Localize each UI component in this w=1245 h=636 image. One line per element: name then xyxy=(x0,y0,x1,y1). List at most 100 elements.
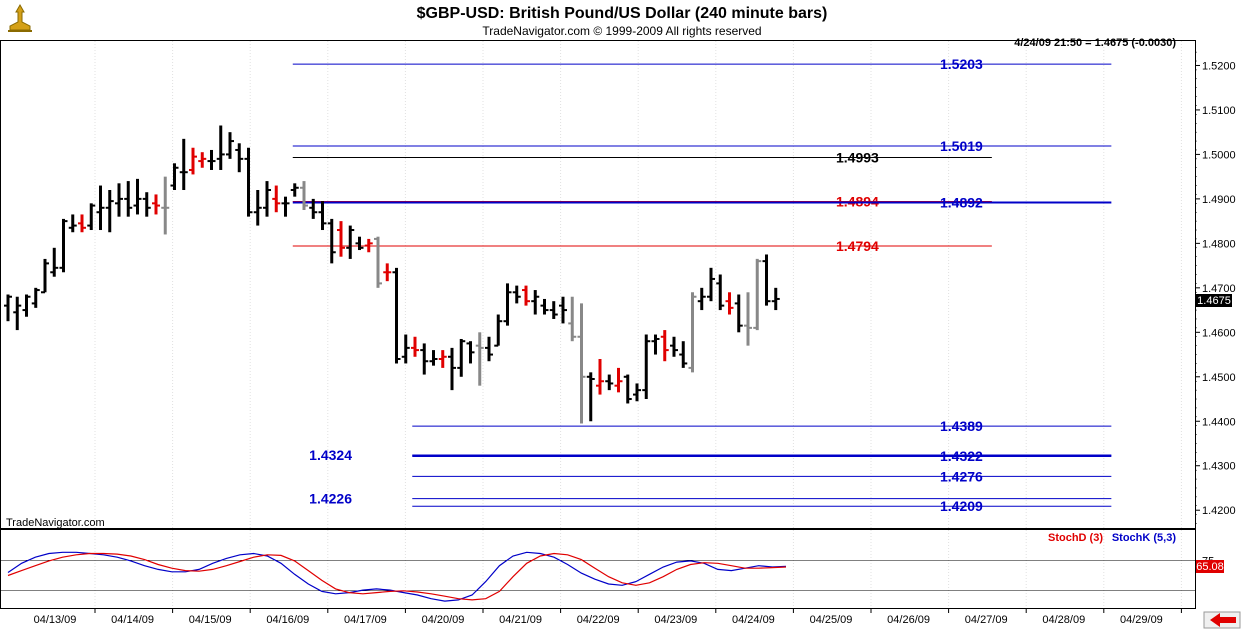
ohlc-bar xyxy=(105,189,114,233)
ohlc-bar xyxy=(152,194,160,215)
ohlc-bar xyxy=(364,238,373,253)
ohlc-bar xyxy=(707,267,715,302)
stoch-value-box xyxy=(1196,560,1224,573)
ohlc-bar xyxy=(568,296,577,342)
ohlc-bar xyxy=(771,287,780,311)
ohlc-bar xyxy=(327,218,336,264)
ohlc-bar xyxy=(198,152,207,168)
ohlc-bar xyxy=(623,374,632,404)
date-tick-label: 04/21/09 xyxy=(499,614,542,626)
ohlc-bar xyxy=(235,143,244,173)
ohlc-bar xyxy=(290,183,299,197)
ohlc-bar xyxy=(716,274,725,311)
date-tick-label: 04/24/09 xyxy=(732,614,775,626)
date-tick-label: 04/20/09 xyxy=(422,614,465,626)
quote-readout: 4/24/09 21:50 = 1.4675 (-0.0030) xyxy=(1014,37,1176,49)
ohlc-bar xyxy=(512,285,521,304)
ohlc-bar xyxy=(78,214,86,233)
stochd-line xyxy=(7,552,787,601)
price-tick-label: 1.4300 xyxy=(1202,461,1236,473)
ohlc-bar xyxy=(253,189,262,226)
ohlc-bar xyxy=(31,287,40,308)
ohlc-bar xyxy=(549,301,558,319)
ohlc-bar xyxy=(59,218,68,273)
level-label: 1.4892 xyxy=(940,194,983,210)
ohlc-bar xyxy=(540,298,549,315)
level-label: 1.4209 xyxy=(940,498,983,514)
ohlc-bar xyxy=(115,183,123,217)
price-tick-label: 1.4700 xyxy=(1202,283,1236,295)
ohlc-bar xyxy=(438,350,447,368)
level-label: 1.4226 xyxy=(309,491,352,507)
date-tick-label: 04/25/09 xyxy=(810,614,853,626)
ohlc-bar xyxy=(41,258,49,294)
level-label: 1.4322 xyxy=(940,448,983,464)
date-tick-label: 04/14/09 xyxy=(111,614,154,626)
ohlc-bar xyxy=(420,343,429,375)
date-tick-label: 04/29/09 xyxy=(1120,614,1163,626)
stoch-panel-frame xyxy=(0,529,1196,609)
ohlc-bar xyxy=(87,203,96,231)
ohlc-bar xyxy=(688,292,697,373)
stochastic-lines: 75 xyxy=(1,551,1214,602)
stoch-value-label: 65.08 xyxy=(1196,561,1224,573)
ohlc-bar xyxy=(744,292,752,346)
scroll-back-arrow-icon[interactable] xyxy=(1203,611,1241,629)
ohlc-bar xyxy=(142,192,151,217)
date-tick-label: 04/22/09 xyxy=(577,614,620,626)
ohlc-bar xyxy=(68,214,77,233)
price-tick-label: 1.4400 xyxy=(1202,416,1236,428)
ohlc-bar xyxy=(22,294,31,317)
ohlc-bar xyxy=(124,181,133,217)
ohlc-bar xyxy=(596,358,604,395)
ohlc-bar xyxy=(50,247,59,277)
ohlc-bar xyxy=(226,132,234,159)
ohlc-bar xyxy=(633,383,641,402)
ohlc-bar xyxy=(411,336,419,357)
ohlc-bar xyxy=(448,347,456,391)
date-tick-label: 04/27/09 xyxy=(965,614,1008,626)
price-panel-frame xyxy=(0,40,1196,529)
ohlc-bar xyxy=(475,332,484,386)
stochk-line xyxy=(7,551,787,602)
ohlc-bar xyxy=(263,181,271,217)
ohlc-bar xyxy=(374,236,382,288)
ohlc-bar xyxy=(300,181,308,211)
ohlc-bar xyxy=(762,254,771,306)
ohlc-bar xyxy=(207,149,216,170)
ohlc-bar xyxy=(346,225,355,259)
ohlc-bar xyxy=(401,334,410,364)
ohlc-bar xyxy=(133,178,142,215)
ohlc-bar xyxy=(281,196,290,217)
ohlc-bar xyxy=(651,334,660,355)
price-tick-label: 1.5000 xyxy=(1202,149,1236,161)
ohlc-bar xyxy=(503,283,512,326)
ohlc-bar xyxy=(605,374,614,391)
ohlc-bar xyxy=(392,267,401,364)
ohlc-bar xyxy=(244,147,253,217)
ohlc-bar xyxy=(13,296,22,331)
ohlc-bar xyxy=(318,201,327,231)
ohlc-bar xyxy=(4,294,12,322)
ohlc-bar xyxy=(466,341,475,364)
ohlc-bar xyxy=(559,296,567,324)
trade-navigator-logo-icon[interactable] xyxy=(2,2,38,36)
price-tick-label: 1.4200 xyxy=(1202,505,1236,517)
price-tick-label: 1.4900 xyxy=(1202,194,1236,206)
legend-stochk: StochK (5,3) xyxy=(1112,532,1177,544)
price-tick-label: 1.4500 xyxy=(1202,372,1236,384)
ohlc-bar xyxy=(725,292,734,315)
ohlc-bar xyxy=(96,185,105,231)
ohlc-bar xyxy=(734,294,743,333)
date-tick-label: 04/15/09 xyxy=(189,614,232,626)
ohlc-bar xyxy=(586,372,595,422)
ohlc-bar xyxy=(429,350,438,366)
date-tick-label: 04/23/09 xyxy=(654,614,697,626)
level-label: 1.4389 xyxy=(940,418,983,434)
date-tick-label: 04/28/09 xyxy=(1042,614,1085,626)
ohlc-bar xyxy=(272,185,281,213)
ohlc-bar xyxy=(577,303,586,424)
